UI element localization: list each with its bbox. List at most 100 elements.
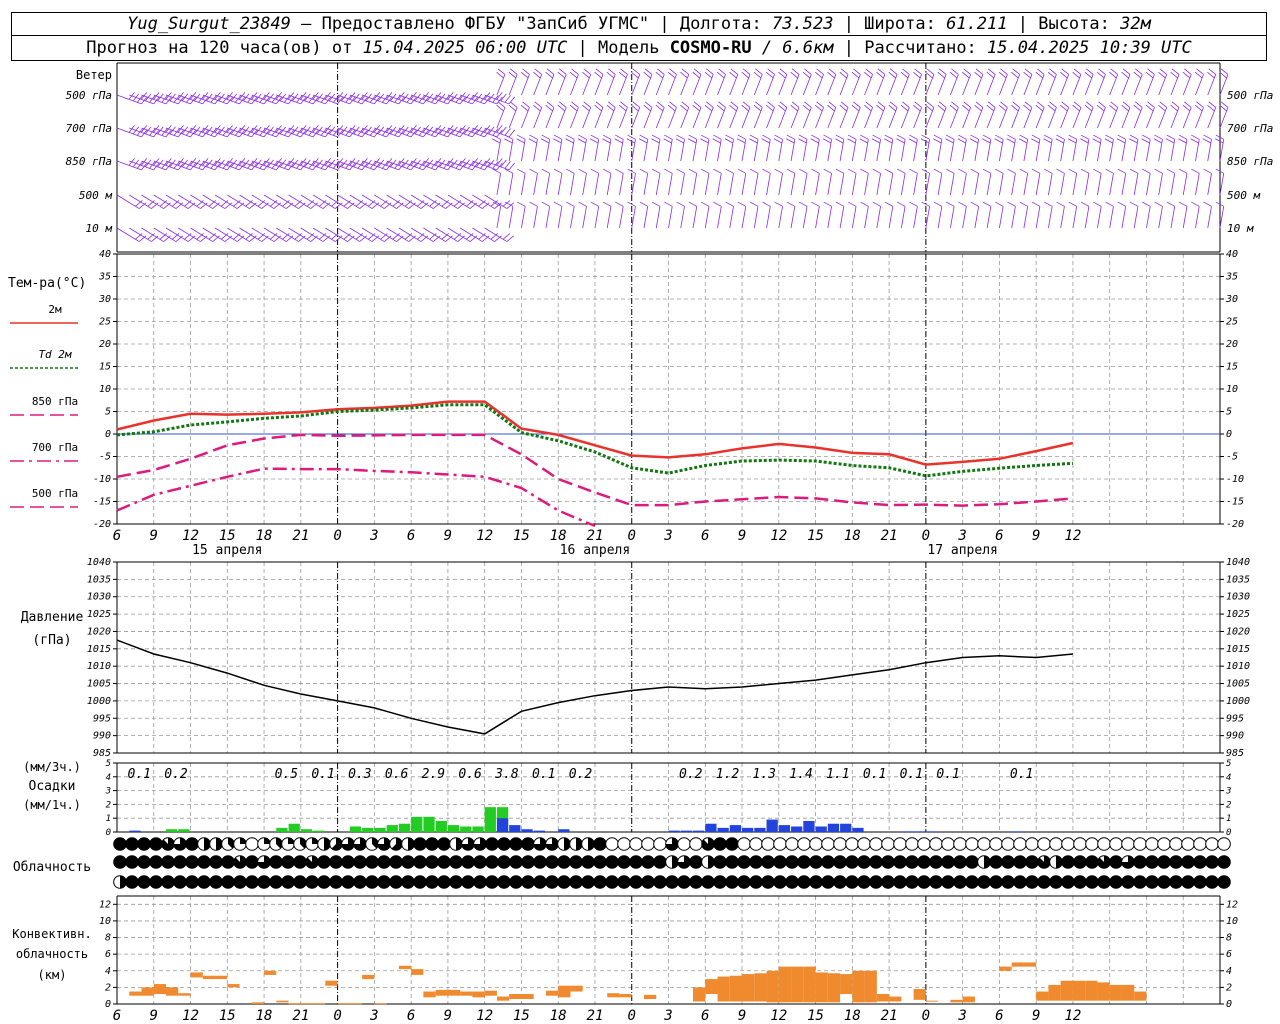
precip-bar-snow bbox=[729, 825, 742, 832]
precip-bar-rain bbox=[178, 829, 190, 832]
wind-barb-staff bbox=[1219, 173, 1225, 196]
wind-barb-staff bbox=[557, 173, 563, 196]
wind-barb-feather bbox=[1068, 134, 1077, 140]
precip-bar-rain bbox=[374, 827, 386, 832]
precip-tick-label-left: 1 bbox=[106, 814, 111, 824]
wind-barb-staff bbox=[999, 107, 1008, 129]
wind-barb-feather bbox=[1208, 101, 1216, 108]
precip-tick-label-right: 3 bbox=[1225, 787, 1231, 797]
conv-tick-label-left: 2 bbox=[105, 982, 111, 993]
temp-tick-label-left: -20 bbox=[93, 519, 111, 530]
conv-cloud-bar bbox=[803, 966, 816, 1003]
wind-barb-staff bbox=[129, 227, 152, 242]
cloud-symbol-fill bbox=[161, 837, 175, 851]
wind-barb-staff bbox=[153, 194, 177, 209]
wind-barb-feather bbox=[798, 138, 807, 144]
wind-barb-feather bbox=[1122, 101, 1131, 108]
cloud-symbol-fill bbox=[521, 875, 535, 889]
conv-cloud-bar bbox=[300, 1003, 314, 1005]
wind-barb-staff bbox=[116, 227, 140, 242]
wind-barb-staff bbox=[545, 206, 551, 229]
cloud-symbol-fill bbox=[533, 855, 547, 869]
temp-x-tick-label: 9 bbox=[150, 528, 158, 544]
wind-barb-staff bbox=[325, 227, 348, 242]
cloud-symbol-fill bbox=[408, 837, 415, 851]
pres-tick-label-left: 995 bbox=[93, 713, 111, 724]
wind-barb-feather bbox=[676, 134, 685, 140]
wind-barb-feather bbox=[823, 168, 832, 174]
wind-barb-feather bbox=[509, 101, 518, 108]
wind-barb-staff bbox=[962, 206, 967, 229]
wind-barb-feather bbox=[233, 200, 241, 207]
wind-barb-feather bbox=[969, 138, 979, 144]
wind-barb-staff bbox=[508, 74, 518, 96]
wind-barb-feather bbox=[578, 168, 587, 174]
wind-barb-feather bbox=[1134, 101, 1143, 108]
wind-barb-feather bbox=[590, 201, 599, 207]
wind-barb-feather bbox=[749, 201, 759, 207]
wind-barb-staff bbox=[398, 227, 422, 242]
wind-barb-staff bbox=[643, 173, 649, 196]
precip-3h-total: 0.6 bbox=[385, 767, 409, 782]
wind-barb-feather bbox=[508, 129, 515, 138]
cloud-symbol-fill bbox=[149, 837, 163, 851]
conv-cloud-bar bbox=[325, 980, 338, 986]
conv-tick-label-left: 8 bbox=[105, 933, 111, 944]
wind-barb-staff bbox=[214, 227, 238, 242]
conv-cloud-bar bbox=[374, 1003, 387, 1005]
wind-barb-feather bbox=[945, 134, 955, 140]
cloud-symbol-fill bbox=[785, 875, 799, 889]
conv-cloud-bar bbox=[398, 965, 412, 970]
wind-barb-feather bbox=[680, 104, 688, 112]
cloud-symbol-fill bbox=[1109, 855, 1123, 869]
wind-barb-feather bbox=[614, 138, 623, 144]
wind-barb-feather bbox=[688, 201, 697, 207]
conv-tick-label-left: 10 bbox=[99, 916, 111, 927]
wind-barb-feather bbox=[1104, 138, 1113, 144]
wind-barb-feather bbox=[212, 235, 220, 242]
cloud-symbol-fill bbox=[617, 855, 631, 869]
wind-barb-feather bbox=[1147, 68, 1155, 75]
wind-barb-feather bbox=[680, 71, 688, 79]
wind-barb-feather bbox=[494, 202, 502, 209]
wind-barb-feather bbox=[767, 101, 775, 108]
wind-barb-feather bbox=[496, 104, 504, 112]
wind-barb-feather bbox=[147, 200, 155, 207]
wind-barb-feather bbox=[982, 134, 992, 140]
wind-barb-staff bbox=[999, 173, 1004, 196]
wind-barb-feather bbox=[839, 104, 847, 112]
wind-barb-feather bbox=[1093, 134, 1102, 140]
wind-barb-feather bbox=[853, 68, 861, 75]
wind-barb-feather bbox=[367, 233, 376, 240]
precip-bar-snow bbox=[693, 830, 705, 832]
wind-barb-staff bbox=[937, 206, 943, 229]
wind-barb-feather bbox=[359, 235, 367, 242]
wind-barb-staff bbox=[606, 173, 612, 196]
wind-barb-feather bbox=[755, 68, 763, 75]
conv-tick-label-right: 8 bbox=[1226, 933, 1232, 944]
precip-3h-total: 0.6 bbox=[458, 767, 482, 782]
conv-cloud-bar bbox=[288, 1003, 301, 1005]
cloud-symbol-fill bbox=[264, 837, 271, 844]
wind-barb-feather bbox=[1031, 134, 1041, 140]
wind-barb-feather bbox=[1166, 134, 1175, 140]
temp-x-tick-label: 3 bbox=[369, 528, 378, 544]
wind-barb-staff bbox=[472, 194, 495, 209]
wind-barb-feather bbox=[657, 68, 665, 75]
pres-tick-label-right: 1000 bbox=[1226, 696, 1250, 707]
cloud-symbol-fill bbox=[1205, 875, 1219, 889]
precip-3h-total: 1.1 bbox=[826, 767, 849, 782]
conv-cloud-bar bbox=[472, 991, 485, 998]
wind-barb-staff bbox=[753, 206, 759, 229]
cloud-symbol-fill bbox=[725, 855, 739, 869]
temp-x-tick-label: 0 bbox=[628, 528, 636, 544]
cloud-symbol-fill bbox=[425, 855, 439, 869]
wind-barb-feather bbox=[827, 71, 835, 79]
wind-level-label-right: 850 гПа bbox=[1227, 155, 1273, 168]
wind-barb-feather bbox=[909, 134, 918, 140]
precip-3h-total: 0.1 bbox=[900, 767, 923, 782]
wind-barb-feather bbox=[509, 68, 518, 75]
conv-cloud-bar bbox=[827, 973, 841, 1003]
wind-barb-staff bbox=[545, 173, 551, 196]
wind-barb-feather bbox=[457, 202, 465, 209]
